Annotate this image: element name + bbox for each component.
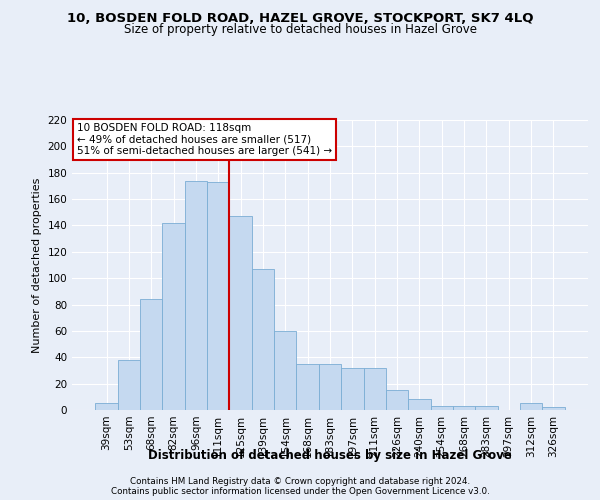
Bar [364,368,386,410]
Bar [229,216,252,410]
Bar [341,368,364,410]
Text: 10, BOSDEN FOLD ROAD, HAZEL GROVE, STOCKPORT, SK7 4LQ: 10, BOSDEN FOLD ROAD, HAZEL GROVE, STOCK… [67,12,533,26]
Bar [140,300,163,410]
Bar [319,364,341,410]
Bar [408,400,431,410]
Bar [431,406,453,410]
Text: Contains HM Land Registry data © Crown copyright and database right 2024.: Contains HM Land Registry data © Crown c… [130,476,470,486]
Bar [274,331,296,410]
Bar [542,408,565,410]
Bar [207,182,229,410]
Bar [185,180,207,410]
Text: Size of property relative to detached houses in Hazel Grove: Size of property relative to detached ho… [124,24,476,36]
Bar [386,390,408,410]
Text: Distribution of detached houses by size in Hazel Grove: Distribution of detached houses by size … [148,448,512,462]
Bar [95,404,118,410]
Y-axis label: Number of detached properties: Number of detached properties [32,178,42,352]
Text: 10 BOSDEN FOLD ROAD: 118sqm
← 49% of detached houses are smaller (517)
51% of se: 10 BOSDEN FOLD ROAD: 118sqm ← 49% of det… [77,123,332,156]
Text: Contains public sector information licensed under the Open Government Licence v3: Contains public sector information licen… [110,486,490,496]
Bar [118,360,140,410]
Bar [453,406,475,410]
Bar [520,404,542,410]
Bar [252,269,274,410]
Bar [475,406,497,410]
Bar [163,223,185,410]
Bar [296,364,319,410]
